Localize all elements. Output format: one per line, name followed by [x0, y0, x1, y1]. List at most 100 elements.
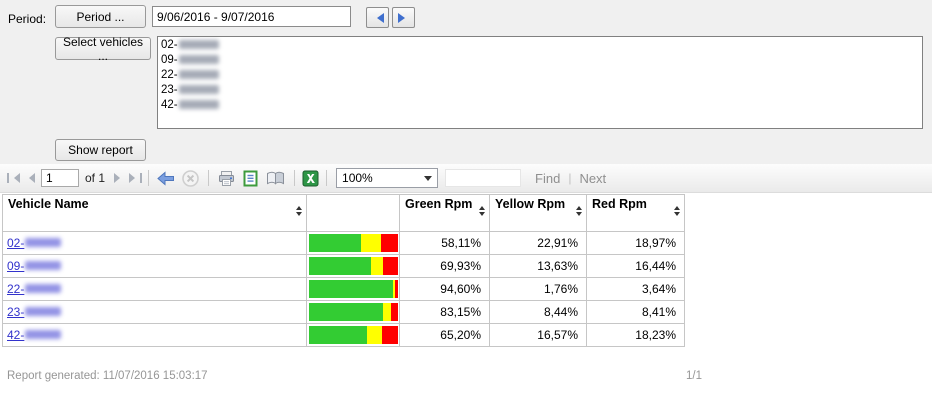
find-next-button[interactable]: Next	[579, 170, 607, 186]
table-header-row: Vehicle Name Green Rpm Yellow Rpm Red Rp…	[3, 195, 684, 232]
report-canvas: Vehicle Name Green Rpm Yellow Rpm Red Rp…	[0, 193, 932, 409]
print-layout-icon	[243, 170, 258, 186]
redacted-vehicle-name	[178, 55, 219, 65]
back-button[interactable]	[157, 167, 175, 189]
vehicle-link[interactable]: 42-	[7, 328, 62, 342]
column-header-yellow-rpm[interactable]: Yellow Rpm	[490, 195, 587, 232]
sort-icon[interactable]	[479, 203, 485, 219]
period-range-input[interactable]	[152, 6, 351, 27]
column-header-label: Vehicle Name	[8, 197, 89, 211]
find-button[interactable]: Find	[535, 170, 561, 186]
cancel-button[interactable]	[181, 167, 200, 189]
find-input[interactable]	[445, 169, 522, 187]
column-header-label: Red Rpm	[592, 197, 647, 211]
vehicle-link[interactable]: 02-	[7, 236, 62, 250]
red-bar-segment	[381, 234, 398, 252]
vehicle-list-item[interactable]: 09-	[158, 53, 922, 68]
redacted-vehicle-name	[25, 307, 62, 317]
rpm-stacked-bar	[309, 326, 398, 344]
vehicle-link[interactable]: 23-	[7, 305, 62, 319]
vehicle-list-item[interactable]: 02-	[158, 38, 922, 53]
toolbar-separator	[208, 170, 210, 186]
green-rpm-value: 65,20%	[400, 324, 490, 347]
chevron-down-icon	[424, 175, 433, 185]
first-page-button[interactable]	[5, 167, 21, 189]
print-layout-button[interactable]	[242, 167, 259, 189]
column-header-vehicle-name[interactable]: Vehicle Name	[3, 195, 307, 232]
rpm-bar-cell	[307, 232, 400, 255]
previous-page-button[interactable]	[21, 167, 37, 189]
red-bar-segment	[381, 326, 398, 344]
vehicle-link[interactable]: 22-	[7, 282, 62, 296]
yellow-bar-segment	[371, 257, 384, 275]
toolbar-separator	[148, 170, 150, 186]
sort-icon[interactable]	[674, 203, 680, 219]
vehicle-name-cell: 23-	[3, 301, 307, 324]
next-page-button[interactable]	[111, 167, 127, 189]
sort-icon[interactable]	[576, 203, 582, 219]
report-generated-label: Report generated: 11/07/2016 15:03:17	[7, 370, 208, 382]
next-page-icon	[113, 173, 125, 183]
vehicle-name-cell: 02-	[3, 232, 307, 255]
table-row: 22- 94,60% 1,76% 3,64%	[3, 278, 684, 301]
green-rpm-value: 94,60%	[400, 278, 490, 301]
green-bar-segment	[309, 303, 383, 321]
green-rpm-value: 69,93%	[400, 255, 490, 278]
export-excel-button[interactable]	[302, 167, 319, 189]
zoom-value: 100%	[342, 171, 373, 185]
toolbar-separator	[326, 170, 328, 186]
page-count-label: of 1	[85, 171, 106, 185]
vehicle-name-cell: 42-	[3, 324, 307, 347]
redacted-vehicle-name	[25, 261, 62, 271]
yellow-bar-segment	[367, 326, 382, 344]
yellow-rpm-value: 22,91%	[490, 232, 587, 255]
column-header-bar	[307, 195, 400, 232]
print-icon	[219, 170, 235, 186]
last-page-button[interactable]	[127, 167, 143, 189]
vehicle-link[interactable]: 09-	[7, 259, 62, 273]
vehicle-list-item[interactable]: 23-	[158, 83, 922, 98]
show-report-button[interactable]: Show report	[55, 139, 146, 161]
print-button[interactable]	[217, 167, 236, 189]
last-page-icon	[128, 173, 140, 183]
red-rpm-value: 8,41%	[587, 301, 684, 324]
zoom-select[interactable]: 100%	[336, 168, 439, 188]
yellow-rpm-value: 13,63%	[490, 255, 587, 278]
green-bar-segment	[309, 280, 394, 298]
rpm-stacked-bar	[309, 280, 398, 298]
yellow-bar-segment	[360, 234, 382, 252]
red-rpm-value: 18,23%	[587, 324, 684, 347]
period-button[interactable]: Period ...	[55, 5, 146, 28]
column-header-label: Green Rpm	[405, 197, 473, 211]
next-period-button[interactable]	[392, 7, 415, 28]
page-indicator: 1/1	[686, 370, 702, 382]
last-page-icon-bar	[139, 173, 142, 183]
excel-export-icon	[302, 170, 319, 186]
current-page-input[interactable]	[41, 169, 79, 187]
rpm-bar-cell	[307, 301, 400, 324]
yellow-bar-segment	[383, 303, 391, 321]
report-table-body: 02- 58,11% 22,91% 18,97% 09- 69,93% 13,6…	[3, 232, 684, 347]
vehicle-name-cell: 09-	[3, 255, 307, 278]
page-setup-button[interactable]	[265, 167, 286, 189]
rpm-report-table: Vehicle Name Green Rpm Yellow Rpm Red Rp…	[2, 194, 685, 347]
redacted-vehicle-name	[178, 70, 219, 80]
vehicle-list-item[interactable]: 42-	[158, 98, 922, 113]
green-bar-segment	[309, 234, 361, 252]
vehicle-listbox[interactable]: 02- 09- 22- 23- 42-	[157, 36, 923, 129]
table-row: 09- 69,93% 13,63% 16,44%	[3, 255, 684, 278]
redacted-vehicle-name	[178, 40, 219, 50]
column-header-green-rpm[interactable]: Green Rpm	[400, 195, 490, 232]
redacted-vehicle-name	[25, 330, 62, 340]
redacted-vehicle-name	[25, 238, 62, 248]
select-vehicles-button[interactable]: Select vehicles ...	[55, 35, 151, 63]
arrow-left-icon	[372, 12, 384, 23]
rpm-stacked-bar	[309, 257, 398, 275]
previous-period-button[interactable]	[366, 7, 389, 28]
vehicle-list-item[interactable]: 22-	[158, 68, 922, 83]
column-header-red-rpm[interactable]: Red Rpm	[587, 195, 684, 232]
sort-icon[interactable]	[296, 203, 302, 219]
report-viewer-toolbar: of 1	[0, 164, 932, 193]
toolbar-separator	[294, 170, 296, 186]
first-page-icon-arrow	[9, 173, 20, 183]
